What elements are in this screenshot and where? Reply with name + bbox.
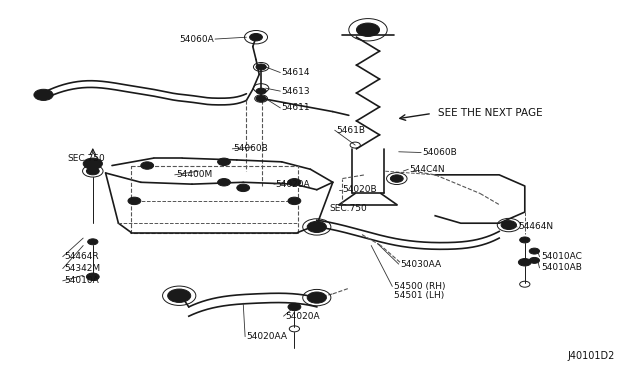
Circle shape [86,167,99,175]
Text: SEC.750: SEC.750 [67,154,105,163]
Circle shape [307,292,326,303]
Circle shape [34,89,53,100]
Circle shape [390,175,403,182]
Circle shape [529,248,540,254]
Circle shape [288,179,301,186]
Text: 54010AC: 54010AC [541,252,582,261]
Text: 54020B: 54020B [342,185,377,194]
Text: 54060A: 54060A [180,35,214,44]
Text: 54501 (LH): 54501 (LH) [394,291,444,300]
Text: 54614: 54614 [282,68,310,77]
Circle shape [83,158,102,169]
Circle shape [356,23,380,36]
Circle shape [250,33,262,41]
Text: 544C4N: 544C4N [410,165,445,174]
Circle shape [288,303,301,311]
Text: 54020AA: 54020AA [246,332,287,341]
Text: 54500 (RH): 54500 (RH) [394,282,445,291]
Text: 54464N: 54464N [518,222,554,231]
Text: 54400M: 54400M [176,170,212,179]
Circle shape [168,289,191,302]
Text: 54060B: 54060B [422,148,457,157]
Circle shape [288,197,301,205]
Circle shape [520,237,530,243]
Text: 54020A: 54020A [275,180,310,189]
Text: 54010AB: 54010AB [541,263,582,272]
Text: SEC.750: SEC.750 [330,204,367,213]
Text: 54464R: 54464R [64,252,99,261]
Text: 54030AA: 54030AA [400,260,441,269]
Circle shape [88,239,98,245]
Text: 54060B: 54060B [234,144,268,153]
Circle shape [307,221,326,232]
Circle shape [86,273,99,280]
Text: 54613: 54613 [282,87,310,96]
Text: 54611: 54611 [282,103,310,112]
Circle shape [218,179,230,186]
Circle shape [256,88,266,94]
Text: 5461B: 5461B [336,126,365,135]
Text: 54020A: 54020A [285,312,319,321]
Circle shape [256,64,266,70]
Circle shape [237,184,250,192]
Circle shape [518,259,531,266]
Circle shape [141,162,154,169]
Circle shape [128,197,141,205]
Text: J40101D2: J40101D2 [567,351,614,361]
Circle shape [256,96,266,102]
Circle shape [529,257,540,263]
Text: SEE THE NEXT PAGE: SEE THE NEXT PAGE [438,109,543,118]
Circle shape [218,158,230,166]
Circle shape [501,221,516,230]
Text: 54342M: 54342M [64,264,100,273]
Text: 54010A: 54010A [64,276,99,285]
